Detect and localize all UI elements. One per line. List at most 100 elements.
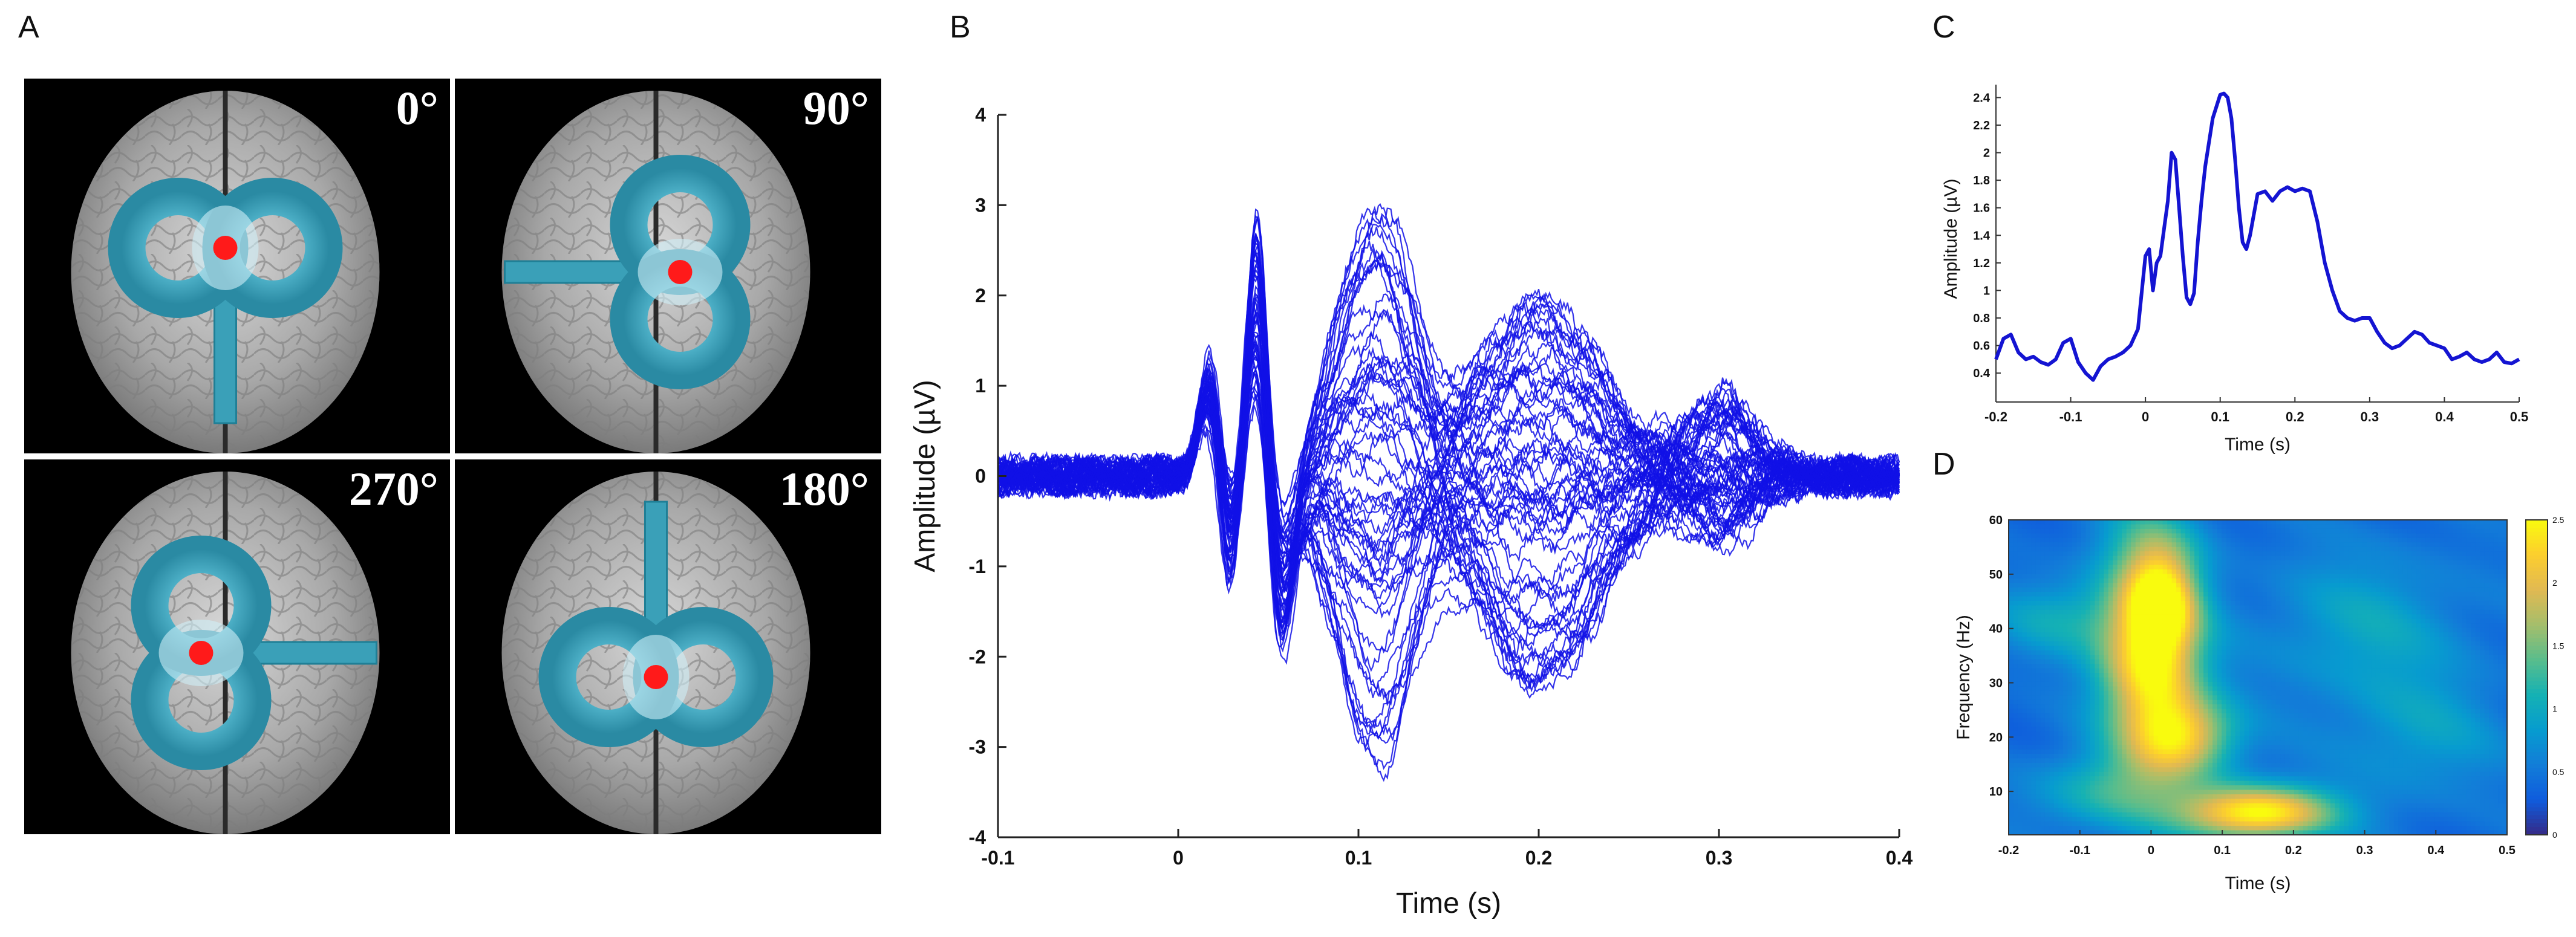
d-heatmap-cell [2222,673,2227,678]
d-heatmap-cell [2307,578,2313,583]
d-heatmap-cell [2226,560,2231,566]
d-heatmap-cell [2149,609,2154,615]
d-heatmap-cell [2153,808,2159,813]
d-heatmap-cell [2022,524,2027,530]
d-heatmap-cell [2035,776,2041,782]
d-heatmap-cell [2135,574,2141,579]
d-heatmap-cell [2298,708,2304,714]
d-heatmap-cell [2158,754,2164,759]
d-heatmap-cell [2122,614,2127,620]
d-heatmap-cell [2167,776,2173,782]
d-heatmap-cell [2275,771,2281,777]
d-heatmap-cell [2275,826,2281,831]
d-heatmap-cell [2303,524,2309,530]
d-heatmap-cell [2194,704,2200,710]
d-heatmap-cell [2081,528,2087,534]
d-heatmap-cell [2194,799,2200,804]
d-heatmap-cell [2072,749,2078,754]
d-heatmap-cell [2022,789,2027,795]
d-heatmap-cell [2217,546,2222,552]
d-heatmap-cell [2140,727,2145,732]
d-heatmap-cell [2185,542,2191,548]
d-heatmap-cell [2203,600,2209,606]
d-heatmap-cell [2289,528,2295,534]
d-heatmap-cell [2190,614,2195,620]
d-heatmap-cell [2076,546,2082,552]
d-heatmap-cell [2312,600,2318,606]
d-heatmap-cell [2203,695,2209,701]
d-heatmap-cell [2122,776,2127,782]
d-heatmap-cell [2140,699,2145,705]
d-heatmap-cell [2095,569,2100,575]
d-heatmap-cell [2090,556,2096,561]
d-heatmap-cell [2303,578,2309,583]
d-heatmap-cell [2022,817,2027,822]
d-heatmap-cell [2240,637,2245,642]
d-heatmap-cell [2190,673,2195,678]
d-heatmap-cell [2140,704,2145,710]
d-heatmap-cell [2180,758,2186,764]
d-heatmap-cell [2280,758,2286,764]
d-heatmap-cell [2049,668,2055,673]
d-heatmap-cell [2144,542,2150,548]
d-heatmap-cell [2185,713,2191,719]
d-heatmap-cell [2126,699,2132,705]
d-heatmap-cell [2194,556,2200,561]
d-heatmap-cell [2067,546,2073,552]
d-heatmap-cell [2303,812,2309,818]
d-heatmap-cell [2289,771,2295,777]
d-heatmap-cell [2312,771,2318,777]
d-heatmap-cell [2253,641,2258,647]
d-heatmap-cell [2049,754,2055,759]
d-heatmap-cell [2235,650,2240,656]
d-heatmap-cell [2284,690,2291,696]
d-heatmap-cell [2307,569,2313,575]
d-heatmap-cell [2035,618,2041,624]
d-heatmap-cell [2162,677,2168,682]
d-heatmap-cell [2217,592,2222,597]
d-heatmap-cell [2049,592,2055,597]
d-heatmap-cell [2253,574,2258,579]
d-heatmap-cell [2176,587,2182,592]
d-heatmap-cell [2031,614,2036,620]
d-heatmap-cell [2095,677,2100,682]
d-heatmap-cell [2062,627,2069,633]
d-heatmap-cell [2158,830,2164,835]
d-heatmap-cell [2217,542,2222,548]
d-heatmap-cell [2298,565,2304,570]
d-heatmap-cell [2022,520,2027,525]
d-heatmap-cell [2266,578,2272,583]
d-heatmap-cell [2226,565,2231,570]
d-heatmap-cell [2162,780,2168,786]
d-heatmap-cell [2244,780,2249,786]
d-heatmap-cell [2013,690,2018,696]
d-heatmap-cell [2117,754,2123,759]
d-heatmap-cell [2258,556,2263,561]
d-heatmap-cell [2040,551,2046,557]
d-heatmap-cell [2144,596,2150,601]
d-heatmap-cell [2217,731,2222,737]
d-heatmap-cell [2275,821,2281,826]
d-heatmap-cell [2162,812,2168,818]
d-heatmap-cell [2022,546,2027,552]
d-heatmap-cell [2275,569,2281,575]
d-heatmap-cell [2307,821,2313,826]
d-heatmap-cell [2271,524,2277,530]
d-heatmap-cell [2122,767,2127,773]
d-heatmap-cell [2176,780,2182,786]
d-heatmap-cell [2249,740,2254,745]
d-heatmap-cell [2303,646,2309,651]
d-heatmap-cell [2162,704,2168,710]
d-heatmap-cell [2262,664,2268,669]
d-heatmap-cell [2058,722,2064,728]
d-heatmap-cell [2180,695,2186,701]
d-heatmap-cell [2266,794,2272,800]
d-heatmap-cell [2108,600,2114,606]
d-heatmap-cell [2113,605,2118,611]
d-heatmap-cell [2262,749,2268,754]
d-heatmap-cell [2226,808,2231,813]
d-heatmap-cell [2058,812,2064,818]
d-heatmap-cell [2067,673,2073,678]
d-heatmap-cell [2026,740,2032,745]
d-heatmap-cell [2222,668,2227,673]
